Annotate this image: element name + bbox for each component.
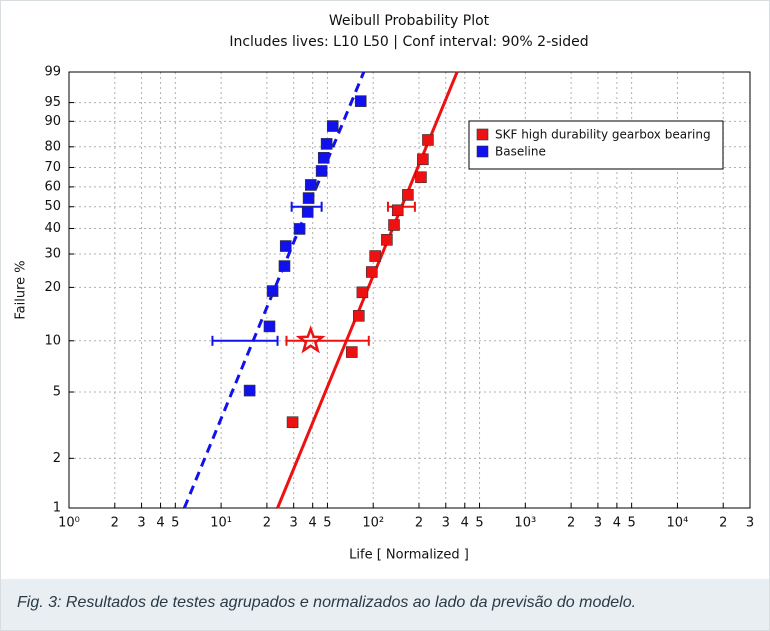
data-point <box>345 346 358 358</box>
x-tick-label: 10² <box>362 516 384 531</box>
y-tick-label: 90 <box>44 114 61 129</box>
x-tick-label: 2 <box>263 516 271 531</box>
data-point <box>315 165 328 177</box>
data-point <box>286 416 299 429</box>
y-tick-label: 20 <box>44 280 61 295</box>
y-tick-label: 30 <box>44 247 61 262</box>
data-point <box>415 171 427 184</box>
y-tick-label: 1 <box>53 501 61 516</box>
chart: Weibull Probability Plot Includes lives:… <box>14 13 755 563</box>
y-tick-label: 2 <box>53 451 61 466</box>
data-point <box>388 219 400 231</box>
data-point <box>320 138 333 150</box>
data-point <box>354 95 367 107</box>
x-tick-label: 4 <box>613 516 621 531</box>
fit-line <box>182 71 366 509</box>
x-axis-label: Life [ Normalized ] <box>349 548 469 563</box>
data-point <box>353 310 365 322</box>
legend-swatch <box>476 128 489 141</box>
x-tick-label: 3 <box>137 516 145 531</box>
data-point <box>326 120 339 132</box>
y-tick-label: 50 <box>44 199 61 214</box>
y-axis-label: Failure % <box>14 260 29 319</box>
data-point <box>278 260 291 272</box>
data-point <box>369 250 381 262</box>
data-point <box>263 320 276 333</box>
x-tick-label: 3 <box>442 516 450 531</box>
data-point <box>305 179 317 191</box>
x-tick-label: 4 <box>156 516 164 531</box>
x-tick-label: 10⁴ <box>667 516 689 531</box>
chart-title: Weibull Probability Plot <box>329 13 490 29</box>
legend-label: SKF high durability gearbox bearing <box>495 128 711 142</box>
data-point <box>417 153 429 166</box>
y-tick-label: 95 <box>44 95 61 110</box>
data-point <box>422 134 434 146</box>
x-tick-label: 5 <box>323 516 331 531</box>
data-point <box>243 384 256 397</box>
x-tick-label: 5 <box>475 516 483 531</box>
plot-frame <box>68 71 751 509</box>
x-tick-label: 4 <box>309 516 317 531</box>
x-tick-label: 3 <box>290 516 298 531</box>
data-point <box>381 234 393 246</box>
data-point <box>279 240 292 252</box>
x-tick-label: 10¹ <box>210 516 232 531</box>
x-tick-label: 10³ <box>514 516 536 531</box>
data-point <box>293 223 306 235</box>
y-tick-label: 80 <box>44 139 61 154</box>
x-tick-label: 3 <box>746 516 754 531</box>
x-tick-label: 5 <box>627 516 635 531</box>
data-point <box>302 192 315 204</box>
y-tick-label: 60 <box>44 179 61 194</box>
chart-subtitle: Includes lives: L10 L50 | Conf interval:… <box>229 34 588 50</box>
y-tick-label: 40 <box>44 221 61 236</box>
data-point <box>266 285 279 297</box>
x-tick-label: 2 <box>111 516 119 531</box>
legend-label: Baseline <box>495 145 546 159</box>
x-tick-label: 2 <box>415 516 423 531</box>
x-tick-label: 2 <box>719 516 727 531</box>
x-tick-label: 5 <box>171 516 179 531</box>
x-tick-label: 2 <box>567 516 575 531</box>
data-point <box>366 266 378 278</box>
y-tick-label: 70 <box>44 160 61 175</box>
data-point <box>317 152 330 164</box>
data-point <box>356 286 369 299</box>
x-tick-label: 4 <box>461 516 469 531</box>
legend-swatch <box>476 145 489 158</box>
x-tick-label: 3 <box>594 516 602 531</box>
life-marker <box>295 325 326 354</box>
y-tick-label: 10 <box>44 333 61 348</box>
legend-box <box>468 120 724 170</box>
x-tick-label: 10⁰ <box>58 516 80 531</box>
data-point <box>402 189 414 201</box>
data-point <box>391 204 404 217</box>
y-tick-label: 5 <box>53 385 61 400</box>
data-point <box>301 206 314 218</box>
caption: Fig. 3: Resultados de testes agrupados e… <box>1 579 769 630</box>
y-tick-label: 99 <box>44 65 61 80</box>
